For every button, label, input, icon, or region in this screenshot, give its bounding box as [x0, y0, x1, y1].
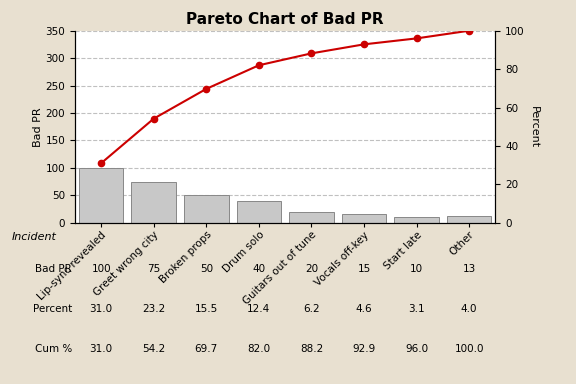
Text: 15.5: 15.5 — [195, 304, 218, 314]
Text: 20: 20 — [305, 264, 318, 274]
Text: 6.2: 6.2 — [303, 304, 320, 314]
Text: 31.0: 31.0 — [90, 304, 113, 314]
Text: 4.0: 4.0 — [461, 304, 478, 314]
Text: 13: 13 — [463, 264, 476, 274]
Bar — [289, 212, 334, 223]
Text: 75: 75 — [147, 264, 160, 274]
Bar — [342, 215, 386, 223]
Text: 12.4: 12.4 — [247, 304, 271, 314]
Bar — [79, 168, 123, 223]
Text: 96.0: 96.0 — [405, 344, 428, 354]
Text: Percent: Percent — [33, 304, 72, 314]
Y-axis label: Bad PR: Bad PR — [33, 107, 43, 147]
Text: 10: 10 — [410, 264, 423, 274]
Text: 15: 15 — [357, 264, 370, 274]
Text: 92.9: 92.9 — [353, 344, 376, 354]
Text: 50: 50 — [200, 264, 213, 274]
Text: Bad PR: Bad PR — [35, 264, 72, 274]
Text: 31.0: 31.0 — [90, 344, 113, 354]
Text: 100: 100 — [92, 264, 111, 274]
Text: 23.2: 23.2 — [142, 304, 165, 314]
Text: 82.0: 82.0 — [247, 344, 270, 354]
Bar — [131, 182, 176, 223]
Text: Incident: Incident — [12, 232, 56, 242]
Text: 4.6: 4.6 — [355, 304, 372, 314]
Bar — [447, 215, 491, 223]
Text: 3.1: 3.1 — [408, 304, 425, 314]
Text: Cum %: Cum % — [35, 344, 72, 354]
Text: 88.2: 88.2 — [300, 344, 323, 354]
Bar — [237, 201, 281, 223]
Y-axis label: Percent: Percent — [529, 106, 539, 148]
Bar — [184, 195, 229, 223]
Text: 100.0: 100.0 — [454, 344, 484, 354]
Title: Pareto Chart of Bad PR: Pareto Chart of Bad PR — [186, 12, 384, 27]
Bar — [394, 217, 439, 223]
Text: 69.7: 69.7 — [195, 344, 218, 354]
Text: 40: 40 — [252, 264, 266, 274]
Text: 54.2: 54.2 — [142, 344, 165, 354]
